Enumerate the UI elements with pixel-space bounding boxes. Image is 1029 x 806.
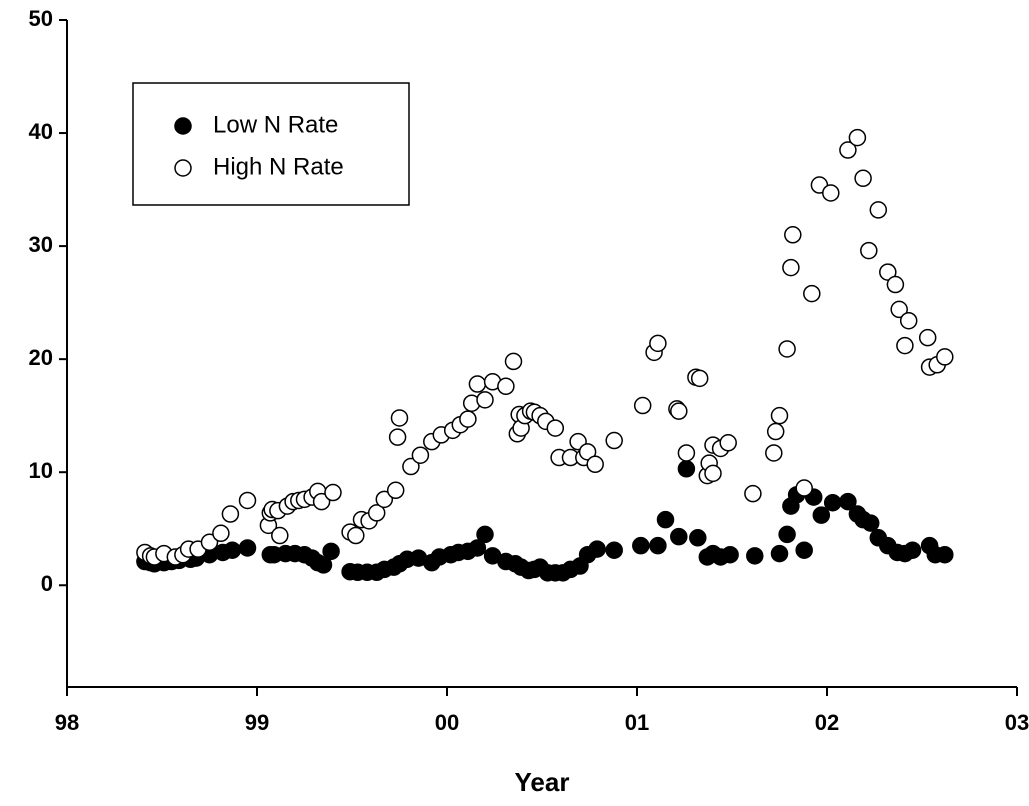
- data-point: [782, 258, 800, 277]
- data-point: [823, 493, 842, 512]
- data-point: [411, 446, 430, 464]
- data-point: [633, 396, 652, 415]
- data-point: [778, 525, 796, 544]
- data-point: [936, 545, 954, 564]
- data-point: [238, 491, 257, 510]
- y-tick-label: 50: [29, 6, 53, 31]
- data-point: [238, 539, 257, 557]
- data-point: [649, 536, 667, 555]
- data-point: [632, 536, 650, 555]
- data-point: [721, 545, 739, 564]
- data-point: [770, 406, 789, 425]
- data-point: [879, 263, 897, 281]
- data-point: [221, 505, 240, 523]
- data-point: [388, 428, 407, 446]
- x-tick-label: 01: [625, 710, 649, 735]
- legend-box: [132, 82, 410, 206]
- data-point: [271, 526, 289, 545]
- data-point: [719, 434, 737, 452]
- x-axis-label: Year: [515, 767, 570, 797]
- data-point: [546, 419, 565, 437]
- data-point: [578, 443, 597, 461]
- data-point: [886, 275, 905, 294]
- legend-marker: [174, 117, 192, 135]
- data-point: [803, 284, 821, 303]
- data-point: [689, 529, 707, 547]
- data-point: [586, 455, 604, 474]
- data-point: [848, 128, 867, 147]
- y-tick-label: 10: [29, 458, 53, 483]
- data-point: [476, 525, 494, 544]
- data-point: [670, 402, 688, 420]
- data-point: [770, 544, 789, 563]
- data-point: [375, 490, 394, 509]
- data-point: [386, 481, 405, 500]
- data-point: [324, 483, 342, 502]
- y-tick-label: 0: [41, 571, 53, 596]
- data-point: [677, 444, 696, 462]
- data-point: [605, 431, 623, 450]
- data-point: [936, 348, 954, 366]
- x-tick-label: 98: [55, 710, 79, 735]
- x-tick-label: 02: [815, 710, 839, 735]
- data-point: [896, 336, 914, 355]
- data-point: [744, 484, 762, 503]
- data-point: [212, 524, 230, 543]
- data-point: [903, 541, 922, 559]
- data-point: [347, 526, 365, 545]
- data-point: [839, 141, 857, 159]
- data-point: [765, 444, 783, 462]
- legend-marker: [174, 159, 192, 177]
- data-point: [704, 464, 722, 483]
- data-point: [778, 340, 796, 358]
- data-point: [670, 527, 688, 546]
- data-point: [588, 540, 606, 558]
- data-point: [314, 556, 333, 574]
- data-point: [677, 460, 696, 478]
- legend-label: High N Rate: [213, 153, 344, 180]
- data-point: [784, 226, 802, 244]
- data-point: [390, 409, 409, 427]
- data-point: [656, 510, 675, 529]
- x-tick-label: 03: [1005, 710, 1029, 735]
- data-point: [312, 492, 331, 511]
- data-point: [402, 457, 420, 476]
- data-point: [890, 300, 908, 319]
- data-point: [468, 375, 487, 393]
- y-tick-label: 30: [29, 232, 53, 257]
- data-point: [899, 311, 918, 330]
- data-point: [459, 410, 477, 428]
- data-point: [223, 541, 242, 559]
- data-point: [822, 184, 840, 202]
- data-point: [795, 541, 813, 559]
- x-tick-label: 00: [435, 710, 459, 735]
- data-point: [918, 328, 937, 347]
- data-point: [812, 506, 831, 524]
- data-point: [476, 391, 494, 409]
- data-point: [605, 541, 623, 559]
- data-point: [869, 201, 888, 219]
- data-point: [795, 479, 813, 497]
- data-point: [367, 504, 386, 522]
- data-point: [649, 334, 667, 353]
- y-tick-label: 40: [29, 119, 53, 144]
- data-point: [854, 169, 872, 188]
- data-point: [861, 514, 880, 532]
- y-tick-label: 20: [29, 345, 53, 370]
- data-point: [839, 492, 857, 511]
- data-point: [746, 547, 764, 565]
- data-point: [766, 422, 785, 441]
- data-point: [860, 241, 878, 260]
- data-point: [504, 352, 523, 371]
- x-tick-label: 99: [245, 710, 269, 735]
- legend-label: Low N Rate: [213, 111, 338, 138]
- data-point: [690, 369, 709, 388]
- data-point: [200, 533, 219, 552]
- data-point: [322, 542, 340, 561]
- data-point: [468, 539, 487, 557]
- data-point: [497, 377, 515, 396]
